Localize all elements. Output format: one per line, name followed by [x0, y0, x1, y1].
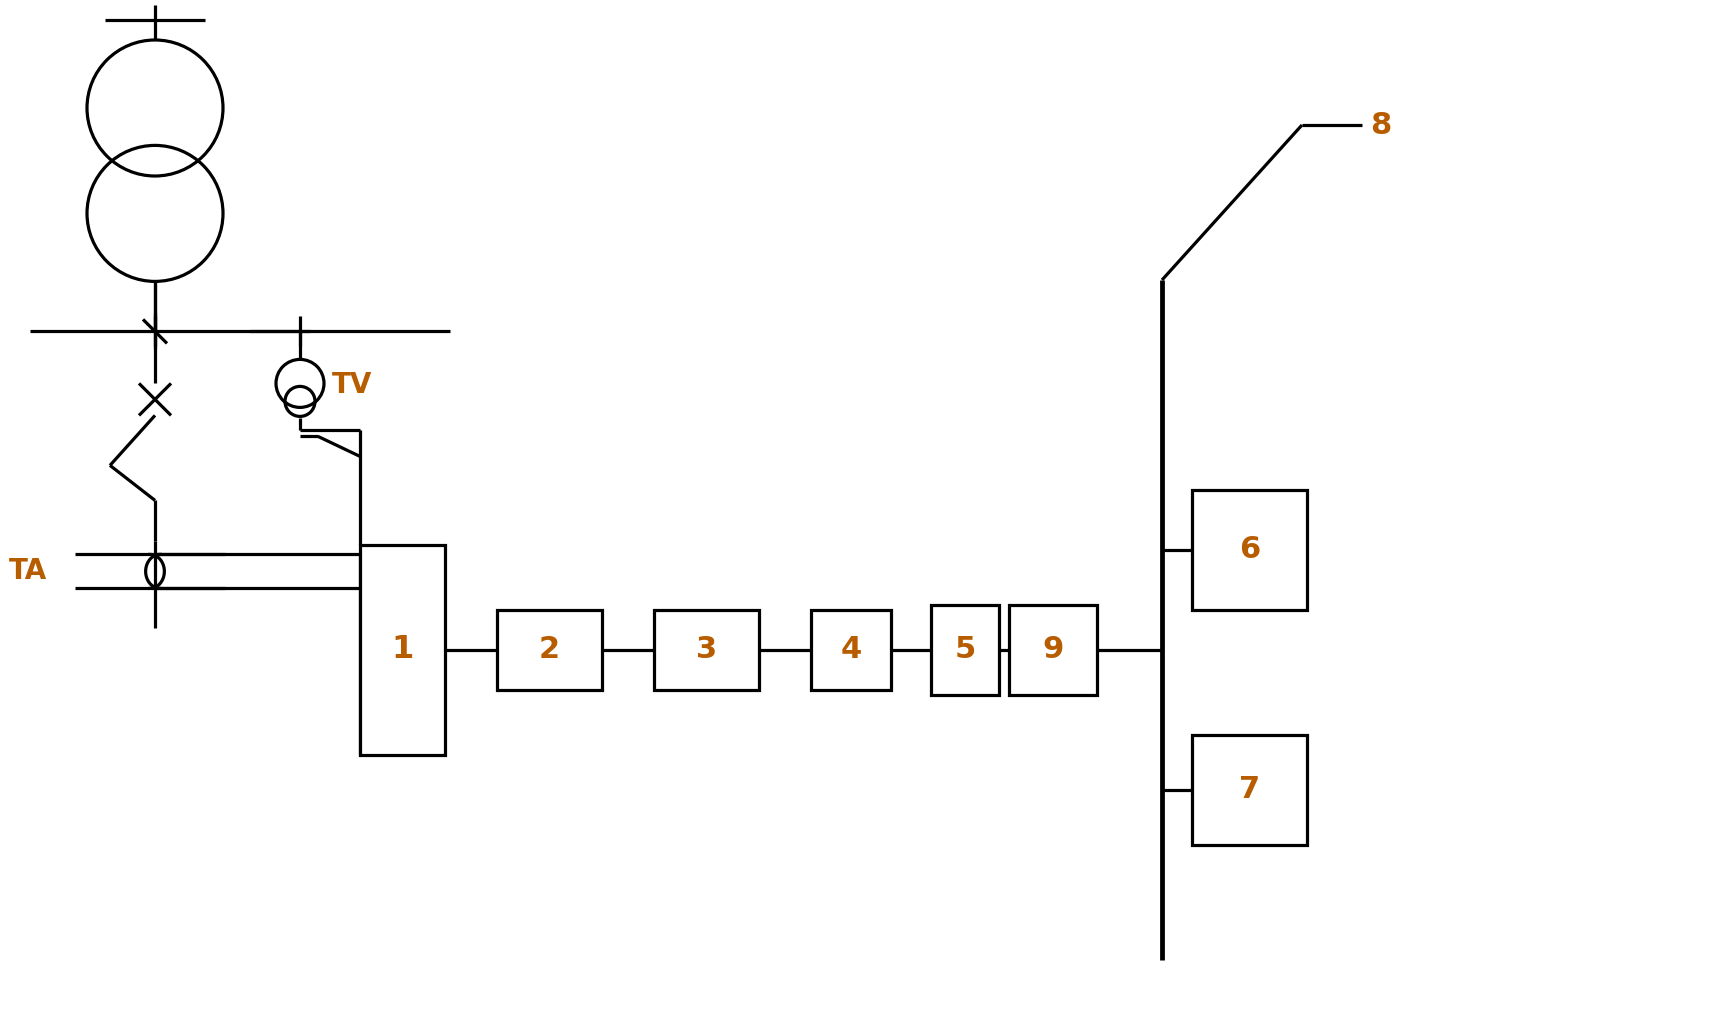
Text: 7: 7: [1238, 775, 1261, 805]
Bar: [812, 610, 891, 690]
Bar: [654, 610, 759, 690]
Text: 5: 5: [954, 636, 976, 665]
Text: 4: 4: [841, 636, 862, 665]
Bar: [498, 610, 602, 690]
Text: 9: 9: [1042, 636, 1063, 665]
Bar: [1009, 605, 1098, 695]
Bar: [931, 605, 999, 695]
Text: TV: TV: [331, 372, 373, 399]
Bar: [1191, 735, 1307, 845]
Text: TA: TA: [9, 557, 47, 585]
Text: 8: 8: [1370, 110, 1391, 139]
Text: 1: 1: [392, 635, 414, 666]
Text: 2: 2: [539, 636, 560, 665]
Text: 3: 3: [695, 636, 718, 665]
Text: 6: 6: [1238, 536, 1261, 565]
Bar: [361, 545, 446, 755]
Bar: [1191, 490, 1307, 610]
